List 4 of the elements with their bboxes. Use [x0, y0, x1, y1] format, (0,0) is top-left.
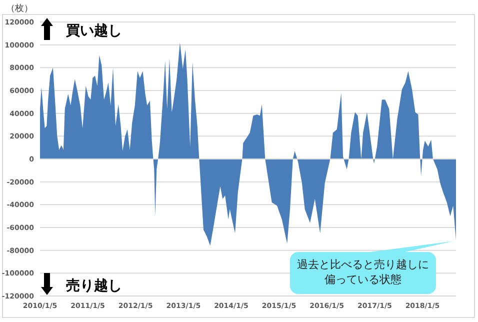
annotation: 過去と比べると売り越しに偏っている状態 — [297, 258, 429, 286]
annotation: 買い越し — [65, 23, 122, 39]
y-axis-title: （枚） — [6, 3, 33, 14]
annotation: 売り越し — [66, 278, 122, 294]
